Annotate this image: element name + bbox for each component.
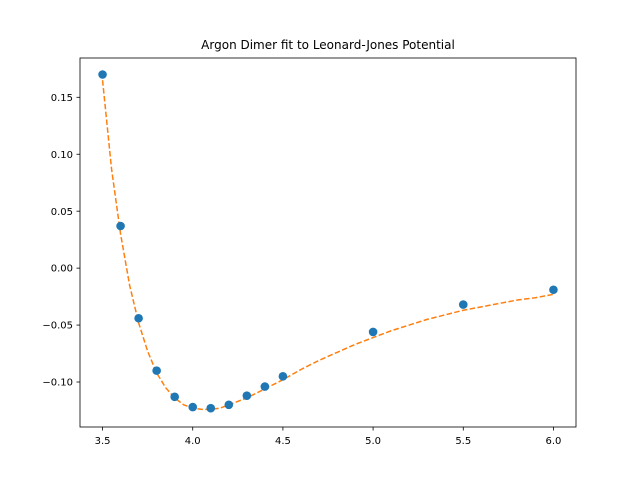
chart-title: Argon Dimer fit to Leonard-Jones Potenti… (201, 38, 455, 52)
data-point (458, 300, 468, 309)
y-tick-label: −0.05 (42, 321, 73, 332)
x-tick-label: 3.5 (95, 436, 111, 447)
y-tick-label: 0.00 (51, 264, 73, 275)
y-tick-label: 0.15 (51, 93, 73, 104)
data-point (98, 70, 107, 79)
axes-frame (79, 57, 577, 428)
x-tick-label: 4.5 (275, 436, 291, 447)
data-point (134, 313, 143, 323)
data-point (278, 372, 288, 381)
data-point (170, 392, 179, 402)
data-point (368, 327, 378, 337)
y-axis: −0.10 −0.05 0.00 0.05 0.10 0.15 (42, 93, 80, 389)
x-axis: 3.5 4.0 4.5 5.0 5.5 6.0 (95, 427, 562, 447)
x-tick-label: 4.0 (185, 436, 201, 447)
y-tick-label: 0.05 (51, 207, 73, 218)
fit-curve (101, 80, 554, 411)
y-tick-label: 0.10 (51, 150, 73, 161)
data-point (224, 400, 234, 410)
data-point (152, 366, 161, 375)
x-tick-label: 6.0 (546, 436, 562, 447)
data-point (260, 382, 270, 391)
data-point (188, 402, 198, 412)
data-point (206, 403, 216, 413)
y-tick-label: −0.10 (42, 378, 73, 389)
data-point (116, 221, 125, 231)
x-tick-label: 5.5 (455, 436, 471, 447)
data-point (242, 391, 252, 400)
plot-content (98, 70, 558, 413)
data-point (549, 285, 558, 295)
x-tick-label: 5.0 (365, 436, 381, 447)
